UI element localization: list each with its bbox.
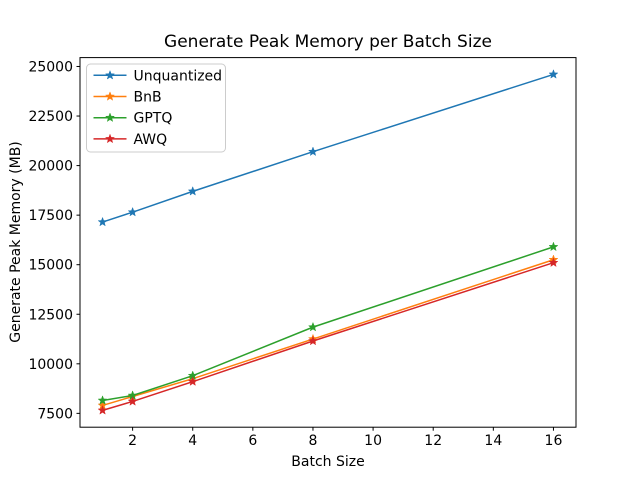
data-point-marker <box>548 241 559 252</box>
x-axis-label: Batch Size <box>291 454 364 470</box>
legend: Unquantized BnB GPTQ AWQ <box>86 63 226 153</box>
legend-entry-unquantized: Unquantized <box>93 68 223 84</box>
x-tick-label: 2 <box>128 433 137 449</box>
axes-layer: 2 4 6 8 10 12 14 16 7500 10000 12500 15000 17500 2000… <box>28 57 577 449</box>
y-tick-label: 25000 <box>28 59 73 75</box>
chart-title: Generate Peak Memory per Batch Size <box>164 32 492 52</box>
y-tick-label: 12500 <box>28 307 73 323</box>
legend-marker-icon <box>104 133 116 144</box>
data-point-marker <box>97 395 108 405</box>
y-tick-label: 7500 <box>37 406 73 422</box>
x-tick-label: 6 <box>248 433 257 449</box>
legend-label: AWQ <box>134 132 168 148</box>
x-tick-label: 4 <box>188 433 197 449</box>
legend-marker-icon <box>104 91 116 101</box>
x-tick-label: 10 <box>364 433 382 449</box>
data-point-marker <box>548 257 559 268</box>
data-point-marker <box>307 146 319 157</box>
y-tick-label: 15000 <box>28 258 73 274</box>
legend-label: BnB <box>134 90 162 106</box>
data-point-marker <box>97 405 108 415</box>
legend-label: GPTQ <box>134 111 173 127</box>
data-point-marker <box>548 69 559 79</box>
data-point-marker <box>187 186 198 196</box>
series-markers-gptq <box>97 241 559 405</box>
legend-marker-icon <box>104 69 116 80</box>
plot-box <box>79 57 577 428</box>
series-line-awq <box>102 262 554 412</box>
y-tick-label: 22500 <box>28 109 73 125</box>
x-tick-label: 16 <box>545 433 563 449</box>
data-point-marker <box>187 376 198 386</box>
series-markers-unquantized <box>97 69 559 227</box>
y-axis-label: Generate Peak Memory (MB) <box>8 141 24 343</box>
legend-entry-awq: AWQ <box>93 132 168 148</box>
x-tick-label: 14 <box>484 433 502 449</box>
data-point-marker <box>307 321 319 332</box>
x-tick-label: 8 <box>309 433 318 449</box>
data-point-marker <box>97 216 108 227</box>
series-layer <box>97 69 559 415</box>
series-markers-awq <box>97 257 559 415</box>
x-tick-label: 12 <box>424 433 442 449</box>
legend-label: Unquantized <box>134 68 223 84</box>
legend-box <box>86 63 226 153</box>
data-point-marker <box>127 396 138 406</box>
y-tick-label: 20000 <box>28 159 73 175</box>
series-line-gptq <box>102 246 554 402</box>
data-point-marker <box>127 206 138 217</box>
y-tick-label: 17500 <box>28 208 73 224</box>
legend-entry-gptq: GPTQ <box>93 111 173 127</box>
data-point-marker <box>307 335 319 346</box>
y-tick-label: 10000 <box>28 357 73 373</box>
legend-entry-bnb: BnB <box>93 90 162 106</box>
legend-marker-icon <box>104 112 116 122</box>
